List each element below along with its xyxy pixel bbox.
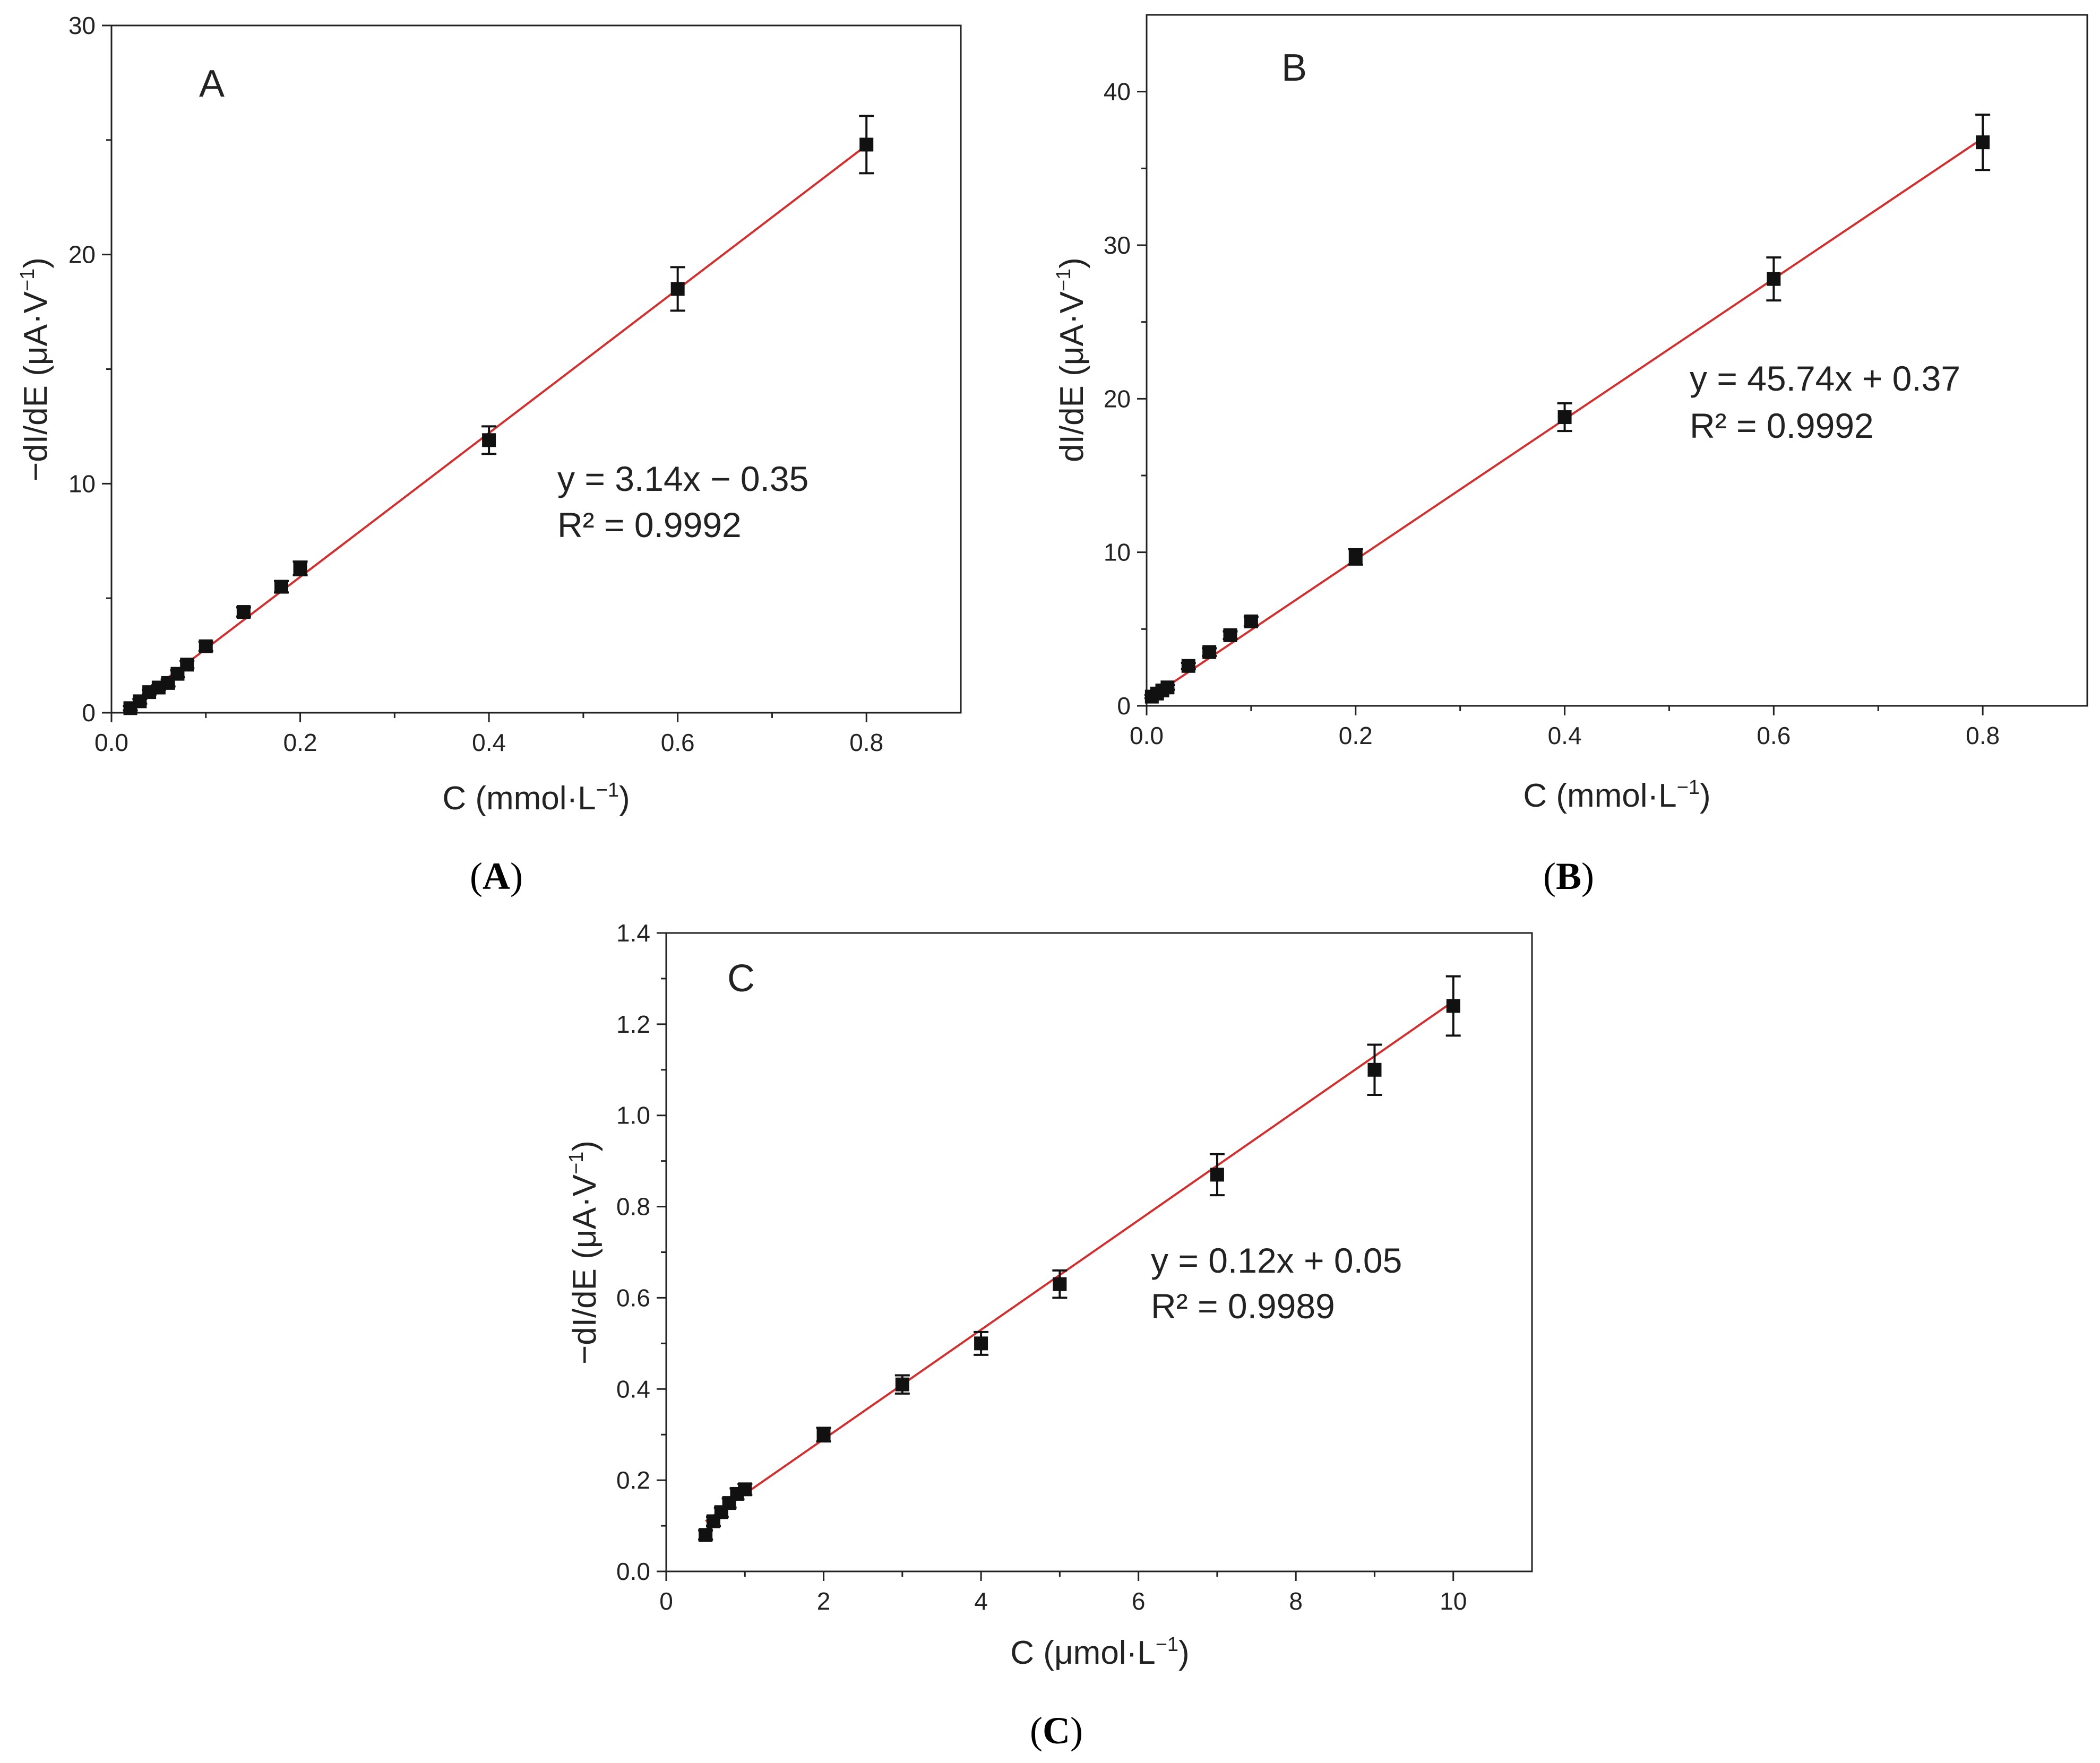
data-point <box>1367 1062 1382 1077</box>
data-point <box>699 1528 713 1542</box>
x-tick-label: 0.0 <box>1130 722 1164 749</box>
y-tick-label: 0 <box>1117 692 1131 720</box>
axis-ticks <box>102 24 867 722</box>
x-tick-label: 0.6 <box>661 729 695 756</box>
data-point <box>974 1336 988 1351</box>
data-point <box>1557 410 1572 425</box>
y-tick-label: 30 <box>68 12 96 39</box>
data-point <box>274 580 288 594</box>
y-tick-label: 30 <box>1104 231 1131 259</box>
panel-letter: C <box>727 957 755 1000</box>
y-tick-label: 0.8 <box>616 1193 650 1221</box>
axis-ticks <box>1137 91 1984 715</box>
data-points <box>698 975 1461 1542</box>
x-tick-label: 6 <box>1132 1587 1146 1615</box>
data-point <box>670 282 685 296</box>
y-tick-label: 20 <box>1104 385 1131 412</box>
y-tick-label: 0 <box>82 699 96 727</box>
fit-equation: y = 45.74x + 0.37 <box>1690 359 1960 398</box>
tick-labels: 0 2 4 6 8 10 0.0 0.2 0.4 0.6 0.8 1.0 1.2 1.4 <box>616 919 1467 1615</box>
y-tick-label: 20 <box>68 241 96 269</box>
data-point <box>482 433 496 447</box>
x-axis-title: C (μmol·L−1) <box>1010 1634 1189 1671</box>
panel-caption: (B) <box>1543 855 1594 897</box>
x-tick-label: 10 <box>1440 1587 1467 1615</box>
r-squared: R² = 0.9992 <box>557 505 742 545</box>
y-tick-label: 10 <box>68 470 96 497</box>
r-squared: R² = 0.9989 <box>1151 1286 1335 1326</box>
data-point <box>1210 1168 1224 1182</box>
x-tick-label: 0.0 <box>94 729 128 756</box>
data-point <box>1244 614 1258 628</box>
plot-frame <box>1146 14 2088 707</box>
y-tick-label: 0.6 <box>616 1284 650 1311</box>
panel-a: 0.0 0.2 0.4 0.6 0.8 0 10 20 30 A y = 3.14x − 0.3… <box>16 12 962 897</box>
data-point <box>1181 659 1195 673</box>
x-tick-label: 2 <box>817 1587 831 1615</box>
panel-letter: B <box>1281 47 1307 89</box>
x-axis-title: C (mmol·L−1) <box>442 779 630 817</box>
data-point <box>180 658 194 672</box>
y-tick-label: 10 <box>1104 539 1131 566</box>
y-tick-label: 40 <box>1104 78 1131 106</box>
x-tick-label: 0.8 <box>1966 722 2000 749</box>
data-points <box>123 115 874 715</box>
data-point <box>293 561 307 576</box>
data-point <box>1348 550 1363 564</box>
y-axis-title: dI/dE (μA·V−1) <box>1053 257 1090 462</box>
data-point <box>1976 135 1990 150</box>
tick-labels: 0.0 0.2 0.4 0.6 0.8 0 10 20 30 <box>68 12 883 756</box>
y-axis-title: −dI/dE (μA·V−1) <box>565 1140 603 1364</box>
panel-b: 0.0 0.2 0.4 0.6 0.8 0 10 20 30 40 B y = 45.74x + … <box>1053 14 2088 897</box>
y-tick-label: 1.0 <box>616 1102 650 1129</box>
r-squared: R² = 0.9992 <box>1690 406 1874 445</box>
data-point <box>236 605 251 619</box>
y-tick-label: 1.2 <box>616 1010 650 1038</box>
panel-letter: A <box>199 63 225 105</box>
fit-equation: y = 3.14x − 0.35 <box>557 459 808 498</box>
data-point <box>1160 680 1175 695</box>
x-tick-label: 0.8 <box>849 729 883 756</box>
plot-frame <box>665 932 1533 1572</box>
fit-line <box>130 144 867 707</box>
y-tick-label: 0.4 <box>616 1375 650 1403</box>
x-tick-label: 8 <box>1289 1587 1303 1615</box>
y-tick-label: 0.0 <box>616 1558 650 1585</box>
data-point <box>816 1428 831 1442</box>
axis-ticks <box>657 932 1454 1581</box>
data-point <box>859 137 874 152</box>
data-point <box>895 1377 909 1392</box>
y-tick-label: 0.2 <box>616 1466 650 1494</box>
data-point <box>738 1482 752 1497</box>
x-tick-label: 0.2 <box>283 729 317 756</box>
x-tick-label: 0.4 <box>1548 722 1582 749</box>
panel-c: 0 2 4 6 8 10 0.0 0.2 0.4 0.6 0.8 1.0 1.2 1.4 C y = 0.… <box>565 919 1533 1752</box>
tick-labels: 0.0 0.2 0.4 0.6 0.8 0 10 20 30 40 <box>1104 78 2000 749</box>
y-axis-title: −dI/dE (μA·V−1) <box>16 257 54 481</box>
panel-caption: (A) <box>470 855 523 897</box>
data-point <box>1446 999 1460 1013</box>
x-tick-label: 0.4 <box>472 729 506 756</box>
fit-equation: y = 0.12x + 0.05 <box>1151 1241 1402 1280</box>
y-tick-label: 1.4 <box>616 919 650 947</box>
x-tick-label: 0 <box>659 1587 673 1615</box>
data-point <box>199 639 213 653</box>
data-point <box>1202 645 1217 659</box>
data-point <box>1053 1277 1067 1291</box>
data-point <box>1223 628 1237 642</box>
data-point <box>1767 272 1781 286</box>
data-points <box>1144 114 1991 704</box>
x-tick-label: 0.2 <box>1339 722 1373 749</box>
panel-caption: (C) <box>1030 1709 1083 1752</box>
x-tick-label: 0.6 <box>1757 722 1791 749</box>
x-tick-label: 4 <box>974 1587 988 1615</box>
x-axis-title: C (mmol·L−1) <box>1523 776 1710 814</box>
